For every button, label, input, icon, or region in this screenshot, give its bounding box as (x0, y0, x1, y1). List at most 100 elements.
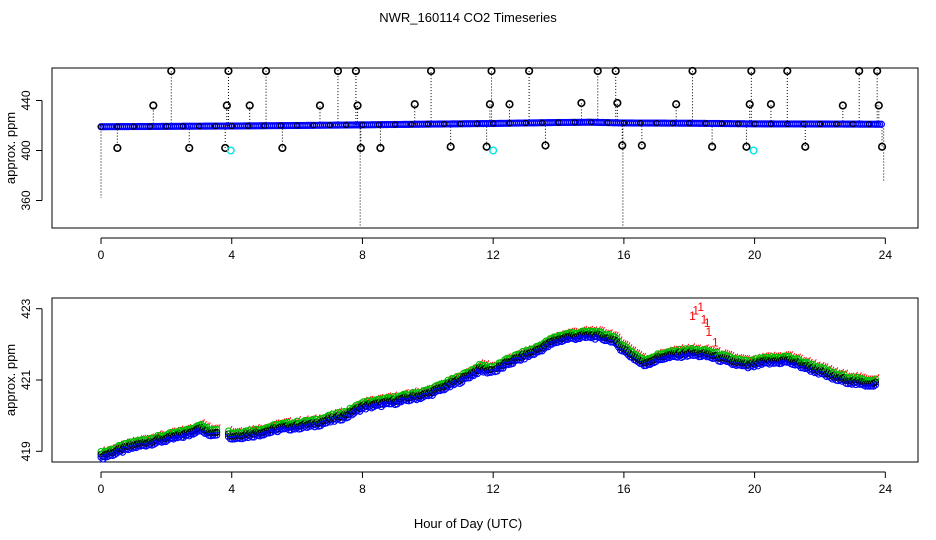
black-point (620, 345, 629, 353)
baseline-point (441, 120, 448, 128)
black-point (213, 428, 221, 436)
blue-point (458, 378, 466, 386)
top-dotted-lines (100, 70, 885, 227)
baseline-point (571, 119, 578, 126)
baseline-point (146, 123, 154, 130)
baseline-point (212, 122, 219, 130)
baseline-point (620, 119, 627, 127)
black-point (870, 379, 878, 387)
red-label: 1 (706, 325, 713, 339)
spike-point (525, 66, 534, 76)
red-label: 1 (697, 300, 704, 314)
baseline-point (326, 122, 333, 129)
blue-point (870, 382, 878, 390)
baseline-point (522, 119, 529, 127)
spike-point (541, 141, 550, 150)
baseline-point (392, 121, 399, 128)
baseline-point (767, 120, 775, 128)
red-label: 1 (692, 303, 699, 317)
spike-point (245, 101, 254, 110)
bottom-x-tick-label: 0 (98, 482, 105, 496)
bottom-baseline-points (97, 325, 880, 463)
blue-point (348, 411, 356, 419)
bottom-x-tick-label: 4 (228, 482, 235, 496)
baseline-point (604, 119, 611, 126)
spike-point (877, 142, 887, 151)
baseline-point (506, 120, 513, 127)
spike-point (167, 66, 176, 76)
baseline-point (277, 122, 284, 129)
baseline-point (457, 120, 464, 127)
spike-point (742, 142, 751, 151)
spike-point (113, 143, 122, 153)
spike-point (261, 66, 271, 76)
spike-point (278, 143, 287, 153)
bottom-y-tick-label: 419 (19, 441, 33, 461)
spike-point (672, 100, 681, 109)
spike-point (874, 101, 883, 110)
spike-point (593, 66, 602, 76)
top-y-tick-label: 440 (19, 90, 33, 110)
spike-point (487, 66, 496, 76)
spike-point (855, 66, 864, 76)
baseline-point (849, 121, 856, 128)
baseline-point (359, 121, 366, 128)
blue-point (287, 426, 295, 434)
spike-point (351, 66, 361, 76)
blue-point (185, 432, 193, 440)
spike-point (222, 101, 231, 110)
spike-point (801, 142, 810, 151)
blue-point (413, 396, 421, 404)
spike-point (688, 66, 697, 76)
spike-point (149, 101, 158, 110)
spike-point (637, 141, 646, 150)
red-label: 1 (704, 316, 711, 330)
bottom-x-axis: 0 4 8 12 16 20 24 (98, 471, 892, 496)
bottom-y-tick-label: 423 (19, 298, 33, 318)
baseline-point (195, 123, 203, 130)
spike-point (446, 142, 455, 151)
x-axis-title: Hour of Day (UTC) (414, 516, 522, 531)
baseline-point (588, 119, 595, 126)
spike-point (745, 100, 754, 109)
spike-point (185, 143, 194, 153)
baseline-point (375, 121, 382, 128)
baseline-point (784, 120, 791, 128)
top-x-tick-label: 0 (98, 248, 105, 262)
bottom-y-axis-label: approx. ppm (3, 344, 18, 416)
black-point (871, 378, 880, 386)
top-x-axis: 0 4 8 12 16 20 24 (98, 237, 892, 262)
spike-point (356, 143, 365, 153)
spike-point (224, 66, 233, 76)
baseline-point (877, 120, 885, 128)
top-spike-points (113, 66, 887, 155)
baseline-point (637, 119, 644, 127)
baseline-point (833, 120, 840, 128)
spike-point (426, 66, 436, 76)
bottom-y-axis: 419 421 423 (19, 298, 43, 461)
spike-point (505, 100, 514, 109)
top-plot-frame (51, 67, 919, 229)
top-x-tick-label: 16 (617, 248, 631, 262)
chart-title: NWR_160114 CO2 Timeseries (379, 10, 557, 25)
blue-point (170, 435, 178, 443)
blue-point (871, 381, 880, 389)
top-x-tick-label: 8 (359, 248, 366, 262)
blue-point (440, 386, 448, 394)
cyan-point (489, 146, 498, 155)
spike-point (708, 142, 717, 151)
bottom-plot-frame (51, 297, 919, 463)
baseline-point (686, 120, 693, 127)
baseline-point (310, 122, 317, 129)
cyan-point (749, 146, 758, 155)
bottom-y-tick-label: 421 (19, 370, 33, 390)
baseline-point (539, 119, 546, 126)
baseline-point (408, 121, 415, 128)
baseline-point (735, 120, 742, 127)
top-baseline-points (97, 118, 885, 131)
spike-point (577, 98, 586, 108)
bottom-x-tick-label: 16 (617, 482, 631, 496)
spike-point (873, 66, 882, 76)
spike-point (482, 142, 491, 151)
